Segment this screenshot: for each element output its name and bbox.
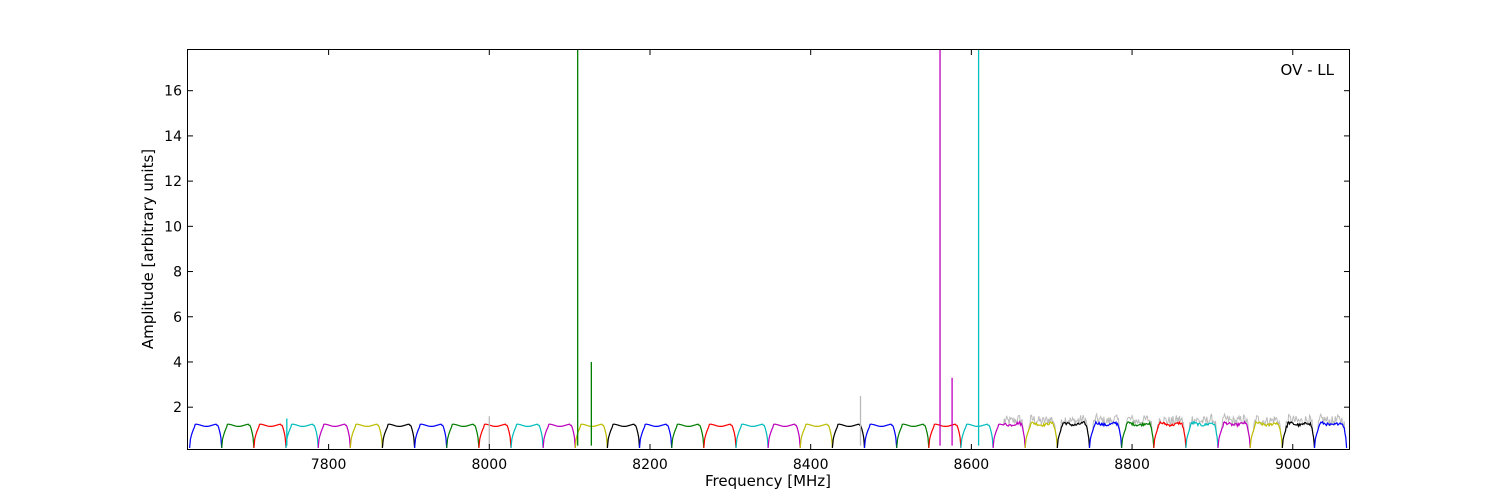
plot-frame [187,49,1350,450]
x-tick-label: 8800 [1114,457,1150,473]
band-series-22 [896,423,930,448]
band-series-18 [767,423,801,448]
band-series-24 [960,423,994,448]
band-series-26 [1024,421,1058,448]
band-series-4 [317,423,351,448]
band-series-28 [1088,420,1123,448]
band-series-21 [863,423,898,448]
band-series-34 [1281,420,1316,448]
y-tick-label: 4 [173,355,182,371]
band-series-31 [1185,420,1219,448]
axis-ticks: 7800 8000 8200 8400 8600 8800 9000 2 4 6 8 10 12 14 16 [164,50,1349,473]
band-series-33 [1249,420,1283,448]
band-series-27 [1056,420,1091,448]
band-series-20 [831,423,866,448]
x-axis-title: Frequency [MHz] [705,472,831,490]
band-series-32 [1217,420,1251,448]
x-tick-label: 8200 [632,457,668,473]
band-series-3 [285,423,319,448]
y-tick-label: 16 [164,84,182,100]
y-tick-label: 2 [173,400,182,416]
band-series-14 [638,423,673,448]
band-series-11 [542,423,576,448]
band-series-17 [735,423,769,448]
band-series-2 [253,423,287,448]
x-tick-label: 8400 [793,457,829,473]
band-series-6 [381,423,416,448]
y-tick-label: 6 [173,310,182,326]
band-series-8 [446,423,480,448]
y-tick-label: 10 [164,219,182,235]
y-tick-label: 12 [164,174,182,190]
band-series-29 [1121,420,1155,448]
band-series-15 [671,423,705,448]
y-axis-title: Amplitude [arbitrary units] [139,149,157,349]
x-tick-label: 8600 [954,457,990,473]
y-tick-label: 14 [164,129,182,145]
band-series-23 [928,423,962,448]
band-series-9 [478,423,512,448]
band-series-16 [703,423,737,448]
band-series-35 [1313,420,1348,448]
band-series-0 [189,423,223,448]
band-series-5 [349,423,383,448]
band-series-13 [606,423,641,448]
x-tick-label: 8000 [471,457,507,473]
band-series-25 [992,420,1026,448]
band-series-30 [1153,420,1187,448]
y-tick-label: 8 [173,265,182,281]
chart-annotation: OV - LL [1281,61,1335,79]
band-series-7 [414,423,448,448]
band-series-10 [510,423,544,448]
x-tick-label: 9000 [1275,457,1311,473]
band-series-1 [221,423,255,448]
x-tick-label: 7800 [311,457,347,473]
plot-area [189,50,1348,448]
band-series-19 [799,423,833,448]
